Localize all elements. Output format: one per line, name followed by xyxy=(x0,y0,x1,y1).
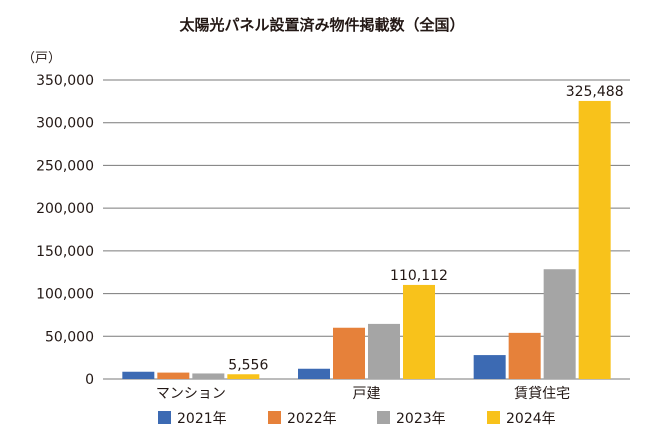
legend-label: 2023年 xyxy=(396,411,446,427)
legend-label: 2022年 xyxy=(287,411,337,427)
bar-2022年-マンション xyxy=(157,372,190,379)
y-axis-ticks: 0 50,000 100,000 150,000 200,000 250,000 300,0… xyxy=(36,73,94,388)
y-tick-label: 100,000 xyxy=(36,287,94,303)
bar-2021年-マンション xyxy=(122,371,155,379)
bar-2021年-戸建 xyxy=(298,368,330,379)
data-label: 325,488 xyxy=(566,84,624,100)
y-tick-label: 150,000 xyxy=(36,244,94,260)
y-tick-label: 350,000 xyxy=(36,73,94,89)
x-category-label: マンション xyxy=(156,386,226,402)
bar-2023年-賃貸住宅 xyxy=(543,269,576,379)
data-label: 110,112 xyxy=(390,268,448,284)
legend-swatch xyxy=(377,411,390,424)
bar-2022年-賃貸住宅 xyxy=(508,332,541,379)
legend-swatch xyxy=(487,411,500,424)
y-tick-label: 300,000 xyxy=(36,116,94,132)
bar-2024年-賃貸住宅 xyxy=(578,100,611,380)
legend: 2021年 2022年 2023年 2024年 xyxy=(158,411,556,427)
bar-2021年-賃貸住宅 xyxy=(473,355,506,379)
bar-2024年-戸建 xyxy=(403,284,435,379)
data-labels: 5,556 110,112 325,488 xyxy=(228,84,623,373)
bar-2022年-戸建 xyxy=(333,327,365,379)
bars xyxy=(122,100,611,380)
data-label: 5,556 xyxy=(228,357,268,373)
x-category-label: 賃貸住宅 xyxy=(514,386,570,402)
legend-label: 2021年 xyxy=(177,411,227,427)
chart-title: 太陽光パネル設置済み物件掲載数（全国） xyxy=(179,16,464,34)
gridlines xyxy=(103,79,630,380)
y-tick-label: 50,000 xyxy=(45,329,94,345)
legend-swatch xyxy=(268,411,281,424)
bar-2023年-戸建 xyxy=(368,323,400,379)
bar-2023年-マンション xyxy=(192,373,225,379)
y-tick-label: 250,000 xyxy=(36,158,94,174)
y-axis-unit: （戸） xyxy=(22,51,61,66)
bar-2024年-マンション xyxy=(227,374,260,379)
y-tick-label: 200,000 xyxy=(36,201,94,217)
x-category-label: 戸建 xyxy=(353,386,381,402)
legend-label: 2024年 xyxy=(506,411,556,427)
x-axis-categories: マンション 戸建 賃貸住宅 xyxy=(156,386,570,402)
legend-swatch xyxy=(158,411,171,424)
y-tick-label: 0 xyxy=(85,372,94,388)
